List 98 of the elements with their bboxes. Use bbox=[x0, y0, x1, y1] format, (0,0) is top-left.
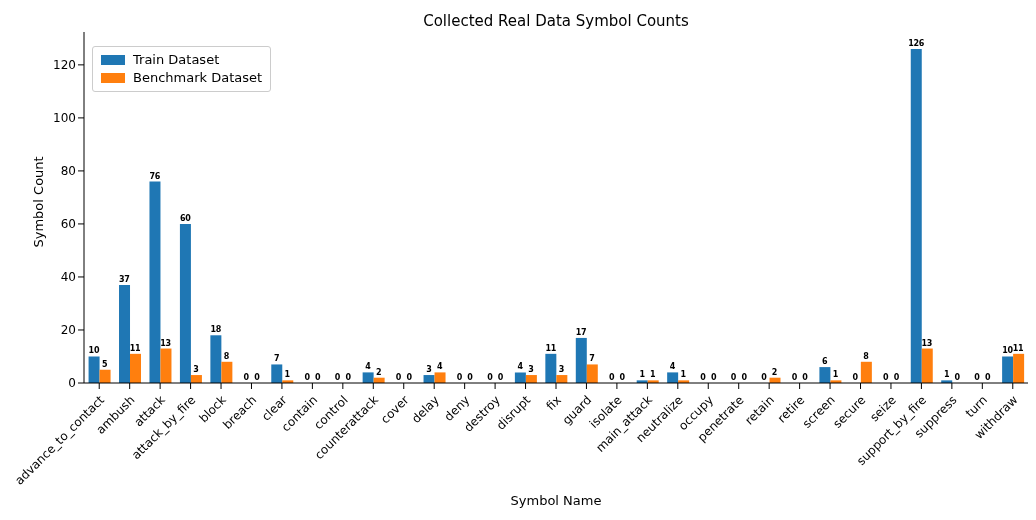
bar bbox=[667, 372, 679, 383]
data-label: 3 bbox=[558, 365, 564, 375]
data-label: 0 bbox=[406, 373, 413, 382]
data-label: 0 bbox=[710, 373, 717, 382]
data-label: 0 bbox=[315, 373, 322, 382]
data-label: 0 bbox=[467, 373, 474, 382]
data-label: 37 bbox=[119, 274, 130, 284]
legend-label: Train Dataset bbox=[133, 51, 220, 69]
data-label: 60 bbox=[179, 213, 192, 223]
bar bbox=[1002, 356, 1014, 383]
data-label: 6 bbox=[822, 357, 829, 367]
data-label: 1 bbox=[650, 370, 657, 380]
x-axis-title: Symbol Name bbox=[510, 493, 602, 508]
data-label: 0 bbox=[974, 373, 981, 382]
y-tick-label: 40 bbox=[60, 270, 76, 285]
y-tick-label: 20 bbox=[60, 323, 76, 338]
data-label: 0 bbox=[741, 373, 748, 382]
data-label: 7 bbox=[273, 354, 280, 364]
legend-label: Benchmark Dataset bbox=[133, 69, 263, 87]
y-tick-label: 60 bbox=[60, 217, 76, 232]
data-label: 4 bbox=[365, 362, 372, 372]
chart-title: Collected Real Data Symbol Counts bbox=[422, 12, 690, 30]
data-label: 13 bbox=[160, 338, 171, 348]
bar bbox=[434, 372, 446, 383]
data-label: 2 bbox=[771, 367, 778, 377]
data-label: 1 bbox=[943, 370, 950, 380]
bar bbox=[921, 348, 933, 383]
y-tick-label: 100 bbox=[53, 111, 76, 126]
data-label: 0 bbox=[304, 373, 311, 382]
bar bbox=[910, 48, 922, 383]
data-label: 17 bbox=[575, 327, 587, 337]
bar bbox=[860, 361, 872, 383]
data-label: 0 bbox=[395, 373, 402, 382]
x-tick-label: fix bbox=[543, 392, 564, 414]
data-label: 7 bbox=[589, 354, 595, 364]
data-label: 0 bbox=[761, 373, 768, 382]
data-label: 5 bbox=[101, 359, 108, 369]
bar bbox=[545, 353, 557, 383]
data-label: 0 bbox=[730, 373, 737, 382]
bar bbox=[362, 372, 374, 383]
data-label: 10 bbox=[88, 346, 100, 356]
bar bbox=[99, 369, 111, 383]
bar bbox=[119, 284, 131, 383]
data-label: 0 bbox=[345, 373, 352, 382]
data-label: 126 bbox=[908, 38, 925, 48]
data-label: 0 bbox=[487, 373, 494, 382]
y-tick-label: 80 bbox=[60, 164, 76, 179]
bar bbox=[149, 181, 161, 383]
data-label: 0 bbox=[254, 373, 261, 382]
data-label: 0 bbox=[608, 373, 615, 382]
data-label: 0 bbox=[883, 373, 889, 382]
data-label: 1 bbox=[832, 370, 839, 380]
bar bbox=[1013, 353, 1025, 383]
bar bbox=[160, 348, 172, 383]
data-label: 0 bbox=[619, 373, 626, 382]
bar bbox=[575, 337, 587, 383]
data-label: 1 bbox=[639, 370, 646, 380]
data-label: 8 bbox=[223, 351, 230, 361]
data-label: 3 bbox=[426, 365, 432, 375]
data-label: 1 bbox=[284, 370, 291, 380]
data-label: 13 bbox=[921, 338, 933, 348]
data-label: 1 bbox=[680, 370, 687, 380]
bar bbox=[819, 367, 831, 383]
data-label: 0 bbox=[243, 373, 250, 382]
data-label: 0 bbox=[791, 373, 798, 382]
bar bbox=[221, 361, 233, 383]
data-label: 0 bbox=[985, 373, 992, 382]
data-label: 76 bbox=[149, 171, 161, 181]
data-label: 3 bbox=[193, 365, 199, 375]
data-label: 0 bbox=[497, 373, 504, 382]
data-label: 2 bbox=[375, 367, 382, 377]
data-label: 10 bbox=[1002, 346, 1014, 356]
bar bbox=[179, 223, 191, 383]
data-label: 0 bbox=[334, 373, 341, 382]
data-label: 8 bbox=[863, 351, 870, 361]
data-label: 0 bbox=[852, 373, 859, 382]
y-axis-title: Symbol Count bbox=[30, 156, 46, 248]
data-label: 0 bbox=[700, 373, 707, 382]
bar bbox=[586, 364, 598, 383]
bar bbox=[271, 364, 283, 383]
data-label: 0 bbox=[456, 373, 463, 382]
data-label: 0 bbox=[802, 373, 809, 382]
data-label: 11 bbox=[129, 343, 141, 353]
data-label: 0 bbox=[893, 373, 900, 382]
data-label: 0 bbox=[954, 373, 961, 382]
data-label: 11 bbox=[1012, 343, 1025, 353]
bar bbox=[130, 353, 142, 383]
data-label: 4 bbox=[436, 362, 443, 372]
y-tick-label: 120 bbox=[53, 58, 76, 73]
bar bbox=[88, 356, 100, 383]
data-label: 4 bbox=[669, 362, 676, 372]
data-label: 18 bbox=[210, 325, 222, 335]
bar bbox=[514, 372, 526, 383]
data-label: 3 bbox=[528, 365, 534, 375]
data-label: 4 bbox=[517, 362, 524, 372]
bar bbox=[210, 335, 222, 383]
y-tick-label: 0 bbox=[68, 376, 76, 391]
data-label: 11 bbox=[545, 343, 557, 353]
